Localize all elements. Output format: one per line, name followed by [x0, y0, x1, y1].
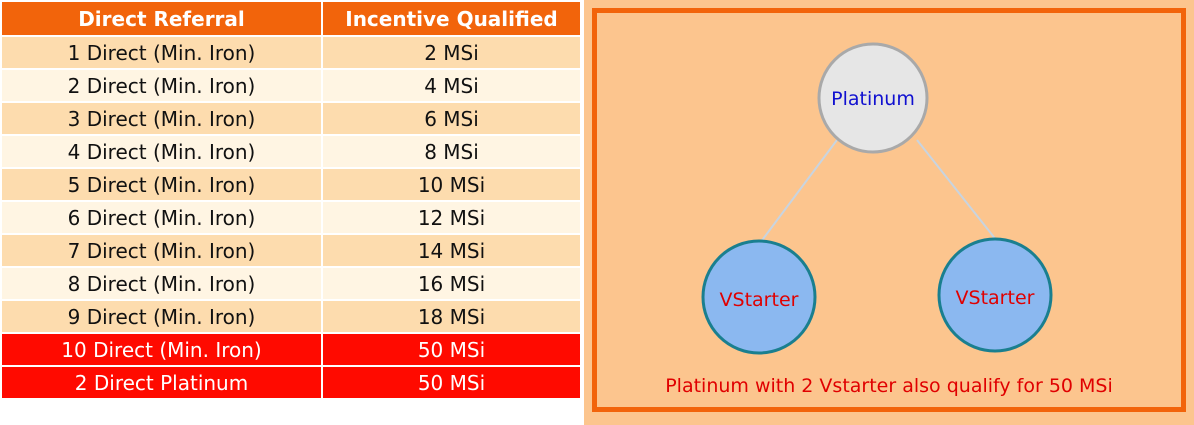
incentive-cell: 50 MSi: [321, 365, 582, 400]
diagram-caption: Platinum with 2 Vstarter also qualify fo…: [665, 375, 1113, 397]
node-vstarter-right-label: VStarter: [956, 287, 1035, 309]
tree-diagram: Platinum VStarter VStarter: [701, 42, 1053, 355]
referral-cell: 5 Direct (Min. Iron): [0, 167, 323, 202]
node-vstarter-right: VStarter: [937, 237, 1053, 353]
table-row-highlighted: 2 Direct Platinum 50 MSi: [0, 365, 582, 400]
incentive-cell: 6 MSi: [321, 101, 582, 136]
incentive-cell: 50 MSi: [321, 332, 582, 367]
table-row: 3 Direct (Min. Iron) 6 MSi: [0, 101, 582, 136]
referral-cell: 1 Direct (Min. Iron): [0, 35, 323, 70]
referral-cell: 4 Direct (Min. Iron): [0, 134, 323, 169]
referral-cell: 9 Direct (Min. Iron): [0, 299, 323, 334]
edge-root-left: [759, 139, 838, 244]
node-platinum: Platinum: [817, 42, 929, 154]
incentive-cell: 4 MSi: [321, 68, 582, 103]
node-vstarter-left: VStarter: [701, 239, 817, 355]
table-row: 2 Direct (Min. Iron) 4 MSi: [0, 68, 582, 103]
header-incentive-qualified: Incentive Qualified: [321, 0, 582, 37]
incentive-cell: 8 MSi: [321, 134, 582, 169]
incentive-cell: 2 MSi: [321, 35, 582, 70]
referral-cell: 3 Direct (Min. Iron): [0, 101, 323, 136]
diagram-panel: Platinum VStarter VStarter Platinum with…: [584, 0, 1194, 425]
edge-root-right: [916, 139, 998, 242]
referral-table-wrap: Direct Referral Incentive Qualified 1 Di…: [0, 0, 582, 425]
node-platinum-label: Platinum: [831, 88, 915, 110]
table-row: 7 Direct (Min. Iron) 14 MSi: [0, 233, 582, 268]
referral-cell: 2 Direct Platinum: [0, 365, 323, 400]
referral-cell: 7 Direct (Min. Iron): [0, 233, 323, 268]
incentive-cell: 14 MSi: [321, 233, 582, 268]
referral-cell: 10 Direct (Min. Iron): [0, 332, 323, 367]
table-row: 1 Direct (Min. Iron) 2 MSi: [0, 35, 582, 70]
referral-cell: 6 Direct (Min. Iron): [0, 200, 323, 235]
table-row: 6 Direct (Min. Iron) 12 MSi: [0, 200, 582, 235]
table-row-highlighted: 10 Direct (Min. Iron) 50 MSi: [0, 332, 582, 367]
referral-cell: 8 Direct (Min. Iron): [0, 266, 323, 301]
incentive-cell: 16 MSi: [321, 266, 582, 301]
table-header-row: Direct Referral Incentive Qualified: [0, 0, 582, 37]
table-row: 9 Direct (Min. Iron) 18 MSi: [0, 299, 582, 334]
referral-table: Direct Referral Incentive Qualified 1 Di…: [0, 0, 582, 400]
incentive-cell: 12 MSi: [321, 200, 582, 235]
table-row: 8 Direct (Min. Iron) 16 MSi: [0, 266, 582, 301]
referral-cell: 2 Direct (Min. Iron): [0, 68, 323, 103]
table-row: 4 Direct (Min. Iron) 8 MSi: [0, 134, 582, 169]
incentive-cell: 10 MSi: [321, 167, 582, 202]
header-direct-referral: Direct Referral: [0, 0, 323, 37]
node-vstarter-left-label: VStarter: [720, 289, 799, 311]
table-row: 5 Direct (Min. Iron) 10 MSi: [0, 167, 582, 202]
incentive-cell: 18 MSi: [321, 299, 582, 334]
